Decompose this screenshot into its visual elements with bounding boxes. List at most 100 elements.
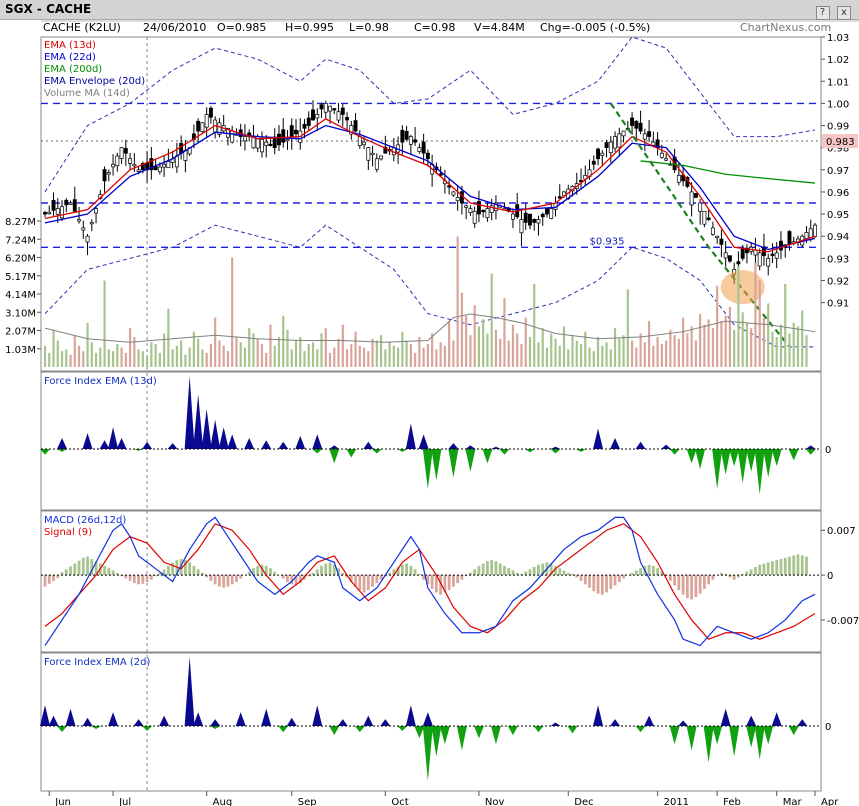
macd-histogram-bar — [201, 572, 204, 576]
candle-body — [472, 210, 477, 224]
volume-bar — [745, 322, 749, 367]
volume-tick-label: 1.03M — [5, 345, 36, 356]
candle-body — [489, 205, 494, 213]
candle-body — [242, 136, 247, 142]
candle-body — [540, 213, 545, 218]
candle-body — [715, 235, 720, 239]
macd-histogram-bar — [358, 575, 362, 591]
macd-histogram-bar — [711, 575, 715, 580]
macd-histogram-bar — [575, 575, 579, 578]
last-price-tag — [822, 134, 858, 149]
macd-histogram-bar — [192, 565, 196, 576]
candle-body — [217, 122, 222, 135]
volume-bar — [609, 349, 612, 367]
volume-bar — [294, 340, 298, 367]
force-index-13-positive-spike — [295, 435, 306, 449]
volume-bar — [145, 356, 149, 367]
force-index-13-negative-spike — [40, 449, 50, 455]
candle-body — [774, 252, 779, 259]
force-index-2-positive-spike — [746, 715, 757, 726]
volume-bar — [635, 347, 638, 367]
force-index-13-negative-spike — [737, 449, 748, 484]
macd-histogram-bar — [779, 558, 783, 576]
force-index-2-negative-spike — [91, 726, 102, 730]
macd-histogram-bar — [749, 569, 753, 576]
macd-histogram-bar — [107, 568, 111, 576]
macd-histogram-bar — [528, 569, 532, 576]
macd-histogram-bar — [328, 562, 332, 576]
volume-bar — [699, 314, 702, 367]
candle-body — [417, 147, 422, 152]
candle-body — [719, 238, 724, 245]
candle-body — [136, 169, 141, 172]
candle-body — [651, 141, 656, 146]
macd-histogram-bar — [137, 575, 140, 585]
quote-header: CACHE (K2LU) 24/06/2010 O=0.985 H=0.995 … — [43, 21, 831, 34]
macd-histogram-bar — [47, 575, 51, 584]
volume-bar — [320, 333, 323, 367]
force-index-13-negative-spike — [720, 449, 731, 475]
force-index-13-positive-spike — [57, 438, 68, 449]
help-button[interactable]: ? — [815, 6, 830, 20]
macd-histogram-bar — [124, 575, 128, 579]
candle-body — [362, 141, 367, 146]
candle-body — [787, 231, 792, 245]
macd-histogram-bar — [707, 575, 711, 585]
macd-histogram-bar — [673, 575, 677, 586]
force-index-2-negative-spike — [431, 726, 442, 757]
panel-border — [40, 36, 822, 372]
candle-body — [336, 111, 341, 121]
macd-histogram-bar — [413, 569, 417, 576]
macd-histogram-bar — [668, 575, 672, 581]
force-index-13-positive-spike — [167, 443, 178, 449]
force-index-2-negative-spike — [686, 726, 697, 751]
macd-signal-line — [44, 523, 816, 640]
volume-bar — [716, 285, 719, 367]
force-index-2-positive-spike — [363, 715, 374, 726]
macd-histogram-bar — [447, 575, 451, 591]
macd-histogram-bar — [307, 575, 311, 577]
force-index-2-negative-spike — [703, 726, 714, 763]
close-button[interactable]: x — [837, 6, 851, 20]
macd-histogram-bar — [520, 573, 523, 576]
force-index-2-negative-spike — [712, 726, 723, 745]
volume-bar — [384, 349, 387, 367]
volume-bar — [188, 347, 191, 367]
candle-body — [451, 191, 456, 196]
price-tick-label: 0.92 — [827, 276, 849, 287]
macd-histogram-bar — [324, 563, 328, 576]
volume-bar — [328, 352, 332, 367]
force-index-2-zero-label: 0 — [825, 722, 831, 733]
candle-body — [353, 120, 358, 132]
force-index-2-negative-spike — [439, 726, 450, 745]
candle-body — [421, 141, 426, 154]
price-legend-entry: EMA Envelope (20d) — [44, 76, 145, 87]
candle-body — [664, 158, 669, 161]
macd-histogram-bar — [800, 555, 804, 576]
macd-histogram-bar — [592, 575, 596, 592]
macd-histogram-bar — [332, 564, 336, 576]
volume-bar — [618, 338, 621, 367]
candle-body — [128, 158, 133, 164]
volume-tick-label: 7.24M — [5, 235, 36, 246]
macd-histogram-bar — [524, 571, 528, 576]
candle-body — [647, 131, 652, 137]
volume-bar — [120, 347, 123, 367]
candle-body — [408, 136, 413, 145]
force-index-2-positive-spike — [337, 719, 348, 726]
force-index-2-negative-spike — [533, 726, 544, 733]
macd-histogram-bar — [503, 565, 506, 576]
volume-bar — [226, 351, 230, 367]
price-tick-label: 0.95 — [827, 210, 849, 221]
macd-histogram-bar — [609, 575, 613, 589]
force-index-2-positive-spike — [40, 705, 50, 726]
volume-bar — [511, 324, 515, 367]
volume-bar — [482, 319, 485, 367]
candle-body — [528, 213, 532, 226]
x-tick-label: Oct — [391, 797, 408, 806]
volume-bar — [154, 344, 157, 367]
price-tick-label: 0.99 — [827, 122, 849, 133]
volume-bar — [231, 257, 234, 367]
panel-border — [40, 371, 822, 511]
